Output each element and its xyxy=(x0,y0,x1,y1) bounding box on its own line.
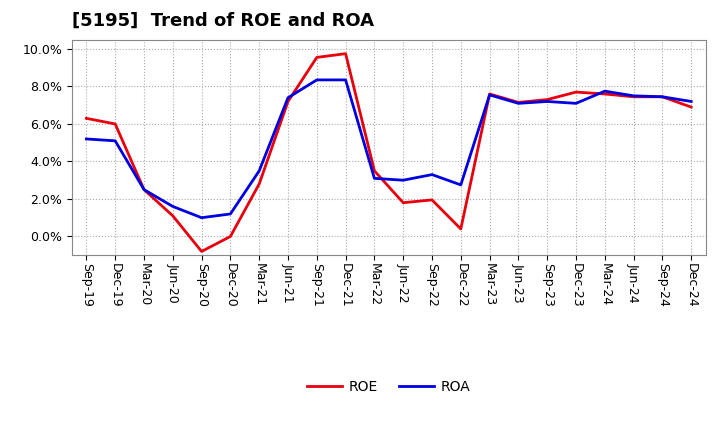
ROE xyxy=(341,51,350,56)
ROE xyxy=(428,197,436,202)
ROE xyxy=(312,55,321,60)
ROE xyxy=(168,213,177,219)
ROA xyxy=(485,92,494,98)
ROA xyxy=(658,94,667,99)
ROA xyxy=(456,182,465,187)
ROE xyxy=(255,181,264,187)
ROA xyxy=(629,93,638,99)
ROE xyxy=(629,94,638,99)
ROA xyxy=(168,204,177,209)
Line: ROE: ROE xyxy=(86,54,691,251)
ROE xyxy=(572,89,580,95)
ROA xyxy=(600,88,609,94)
ROA xyxy=(226,211,235,216)
ROA xyxy=(687,99,696,104)
Legend: ROE, ROA: ROE, ROA xyxy=(302,374,476,400)
ROA xyxy=(255,168,264,173)
ROE xyxy=(687,104,696,110)
ROE xyxy=(140,187,148,192)
ROA xyxy=(572,101,580,106)
ROE xyxy=(456,226,465,231)
ROA xyxy=(341,77,350,83)
ROA xyxy=(370,176,379,181)
Line: ROA: ROA xyxy=(86,80,691,218)
ROE xyxy=(111,121,120,127)
ROA xyxy=(197,215,206,220)
ROE xyxy=(399,200,408,205)
ROE xyxy=(226,234,235,239)
ROA xyxy=(111,138,120,143)
Text: [5195]  Trend of ROE and ROA: [5195] Trend of ROE and ROA xyxy=(72,12,374,30)
ROE xyxy=(370,168,379,173)
ROE xyxy=(197,249,206,254)
ROA xyxy=(514,101,523,106)
ROE xyxy=(485,92,494,97)
ROA xyxy=(284,95,292,100)
ROA xyxy=(82,136,91,142)
ROE xyxy=(600,92,609,97)
ROE xyxy=(284,99,292,104)
ROE xyxy=(514,100,523,105)
ROE xyxy=(543,97,552,102)
ROA xyxy=(428,172,436,177)
ROE xyxy=(658,94,667,99)
ROE xyxy=(82,116,91,121)
ROA xyxy=(399,178,408,183)
ROA xyxy=(140,187,148,192)
ROA xyxy=(312,77,321,83)
ROA xyxy=(543,99,552,104)
